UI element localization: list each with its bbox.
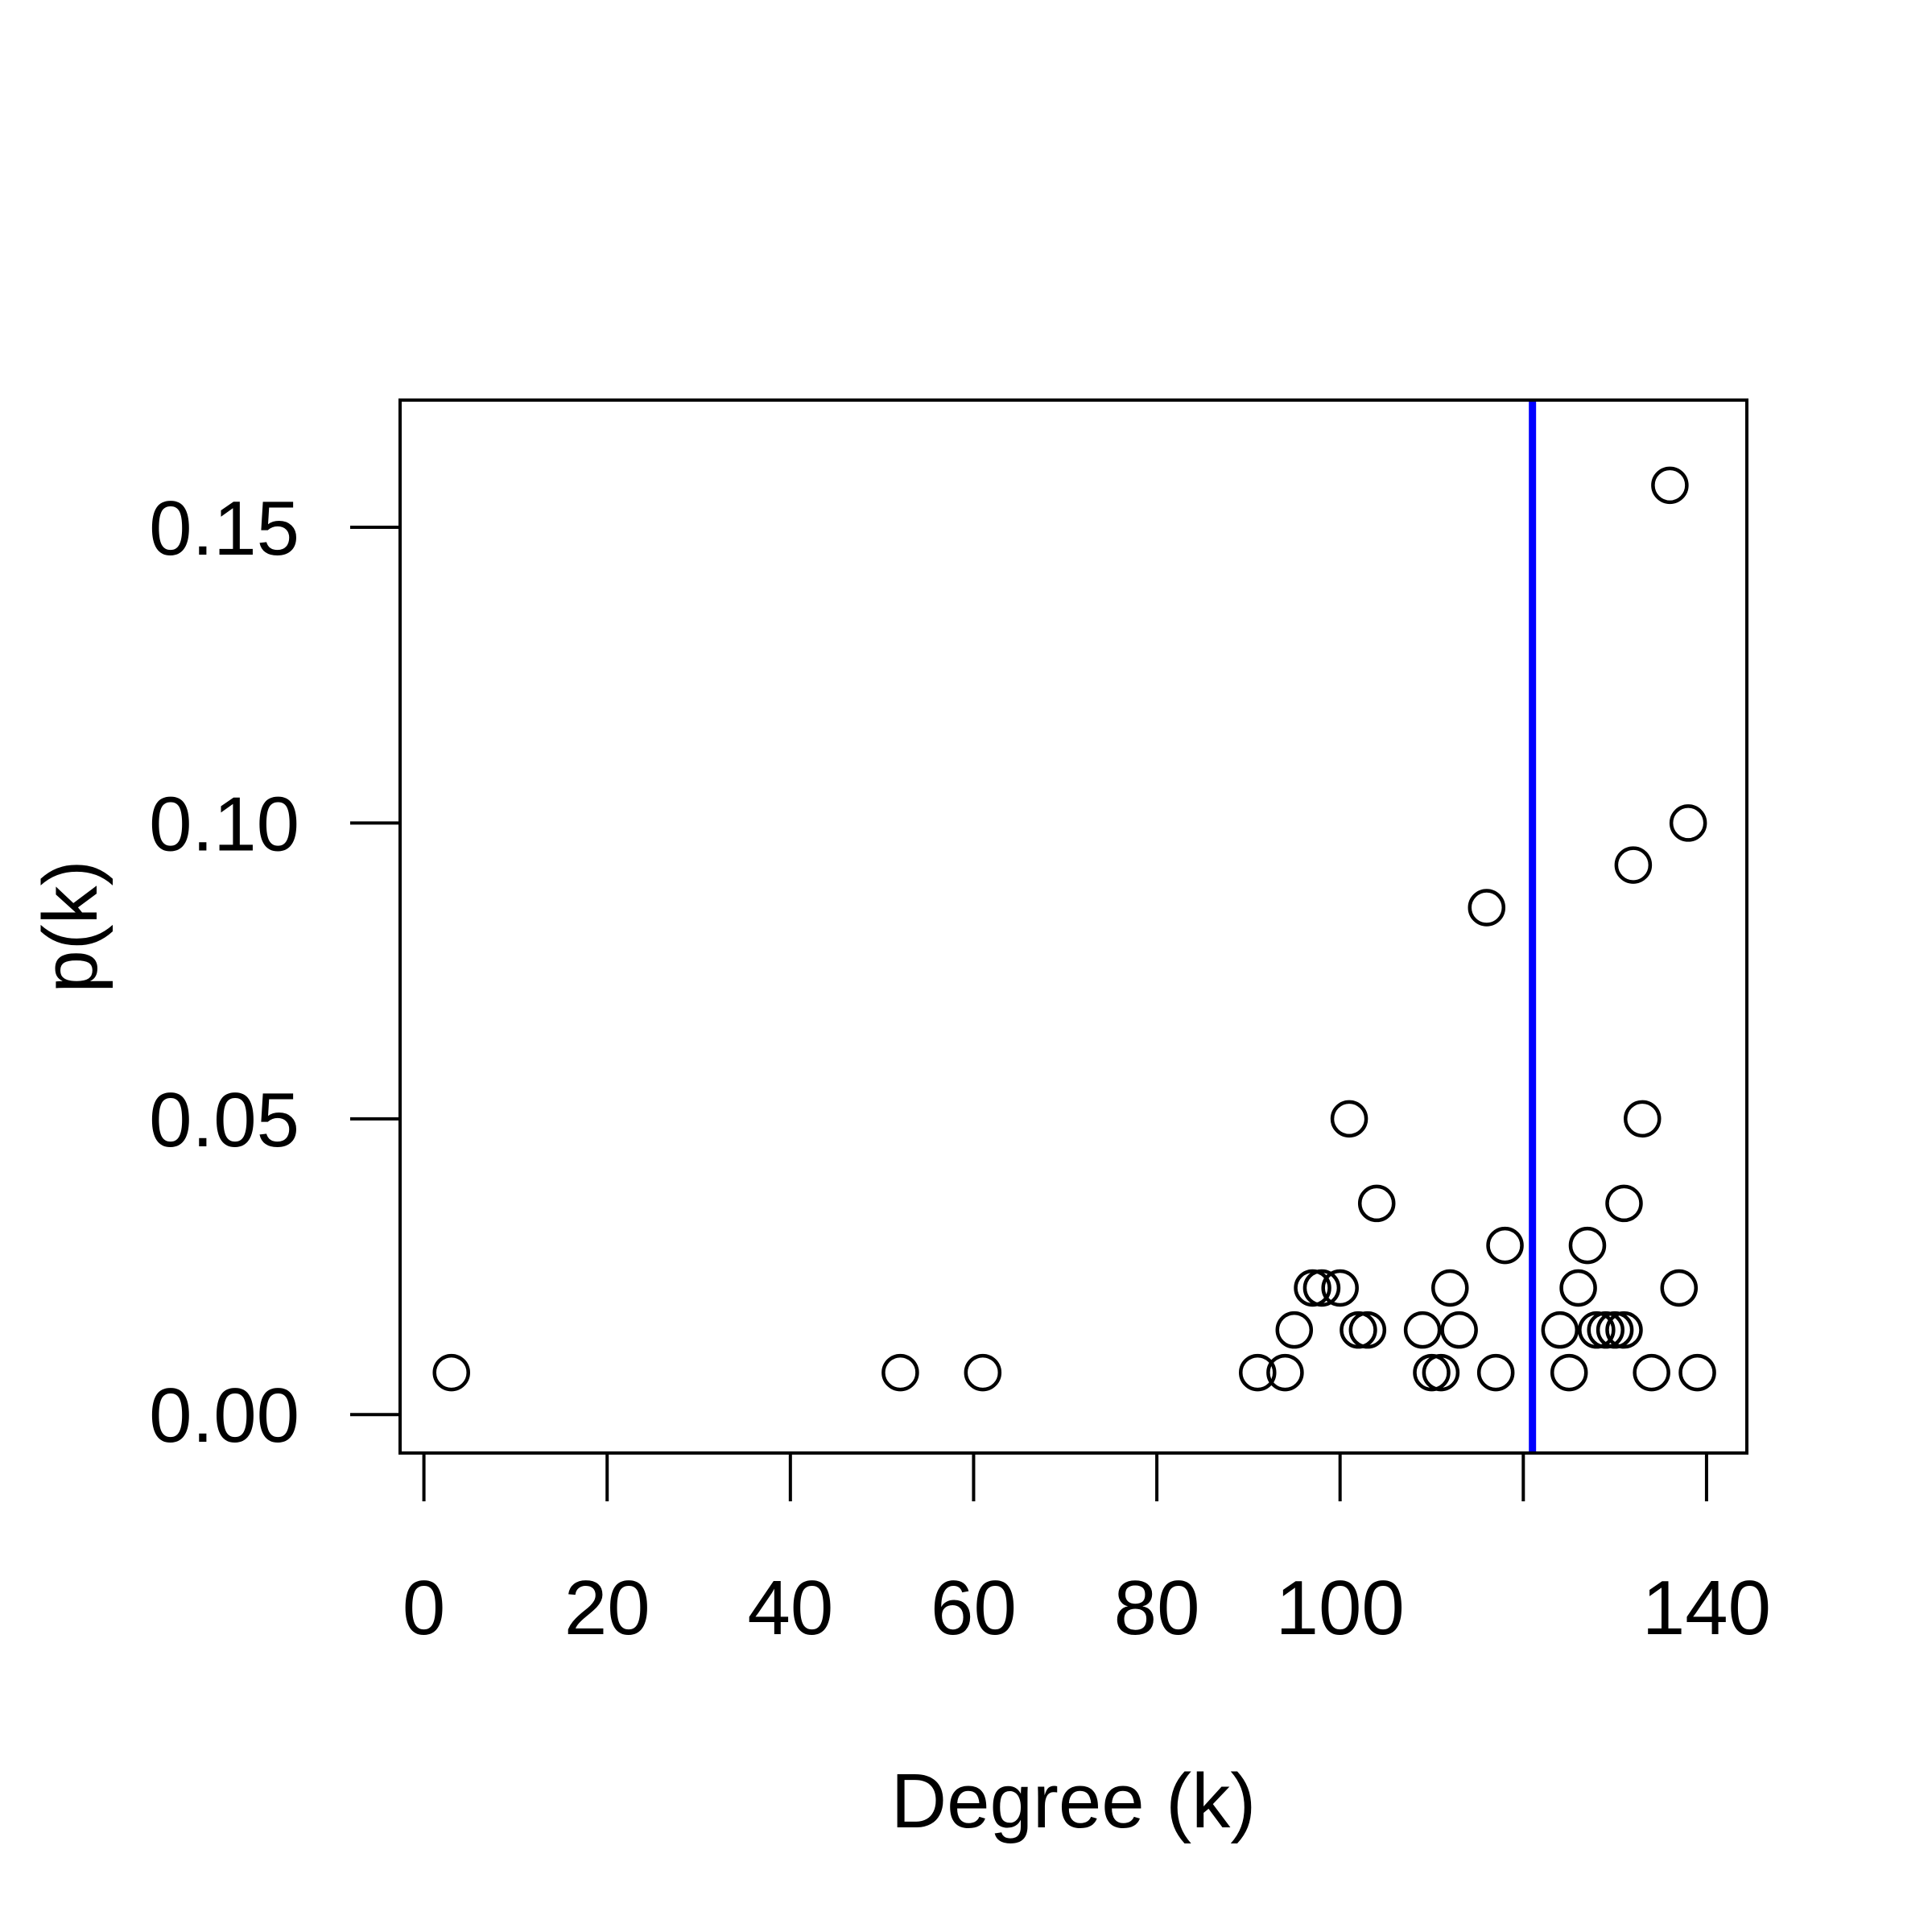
scatter-point	[1275, 1311, 1314, 1349]
x-tick-label: 40	[747, 1565, 833, 1651]
scatter-point	[1541, 1311, 1579, 1349]
y-axis: 0.00 0.05 0.10 0.15	[149, 485, 402, 1459]
x-tick-label: 100	[1276, 1565, 1405, 1651]
scatter-point	[1660, 1269, 1699, 1307]
scatter-point	[1357, 1184, 1396, 1223]
scatter-point	[1294, 1269, 1331, 1307]
scatter-point	[1605, 1184, 1643, 1223]
scatter-point	[432, 1353, 470, 1392]
scatter-point	[964, 1353, 1002, 1392]
scatter-point	[1321, 1269, 1359, 1307]
scatter-point	[1587, 1311, 1624, 1349]
y-axis-label: p(k)	[27, 860, 114, 993]
scatter-point	[1239, 1353, 1277, 1392]
scatter-point	[1605, 1311, 1643, 1349]
x-axis: 0 20 40 60 80 100 140	[402, 1451, 1771, 1651]
scatter-point	[1596, 1311, 1634, 1349]
scatter-point	[1633, 1353, 1670, 1392]
x-tick-label: 140	[1642, 1565, 1771, 1651]
scatter-point	[1678, 1353, 1716, 1392]
scatter-point	[1440, 1311, 1478, 1349]
scatter-point	[1559, 1269, 1597, 1307]
scatter-point	[1550, 1353, 1588, 1392]
scatter-point	[1614, 846, 1653, 884]
x-tick-label: 20	[564, 1565, 650, 1651]
scatter-point	[1568, 1226, 1607, 1265]
y-tick-label: 0.00	[149, 1373, 299, 1459]
scatter-point	[1468, 889, 1506, 927]
scatter-point	[1486, 1226, 1524, 1265]
y-tick-label: 0.10	[149, 781, 299, 867]
scatter-point	[1578, 1311, 1616, 1349]
scatter-point	[881, 1353, 919, 1392]
scatter-point	[1348, 1311, 1387, 1349]
x-axis-label: Degree (k)	[891, 1758, 1256, 1844]
scatter-point	[1403, 1311, 1442, 1349]
x-tick-label: 60	[931, 1565, 1017, 1651]
scatter-point	[1431, 1269, 1469, 1307]
x-tick-label: 80	[1114, 1565, 1200, 1651]
scatter-point	[1330, 1100, 1368, 1138]
scatter-point	[1266, 1353, 1304, 1392]
scatter-point	[1624, 1100, 1662, 1138]
scatter-point	[1422, 1353, 1460, 1392]
y-tick-label: 0.05	[149, 1077, 299, 1163]
scatter-point	[1651, 466, 1689, 505]
y-tick-label: 0.15	[149, 485, 299, 572]
scatter-point	[1476, 1353, 1515, 1392]
scatter-point	[1302, 1269, 1341, 1307]
scatter-point	[1413, 1353, 1451, 1392]
scatter-point	[1340, 1311, 1377, 1349]
x-tick-label: 0	[402, 1565, 445, 1651]
points-layer	[432, 466, 1716, 1392]
scatter-point	[1669, 804, 1707, 842]
